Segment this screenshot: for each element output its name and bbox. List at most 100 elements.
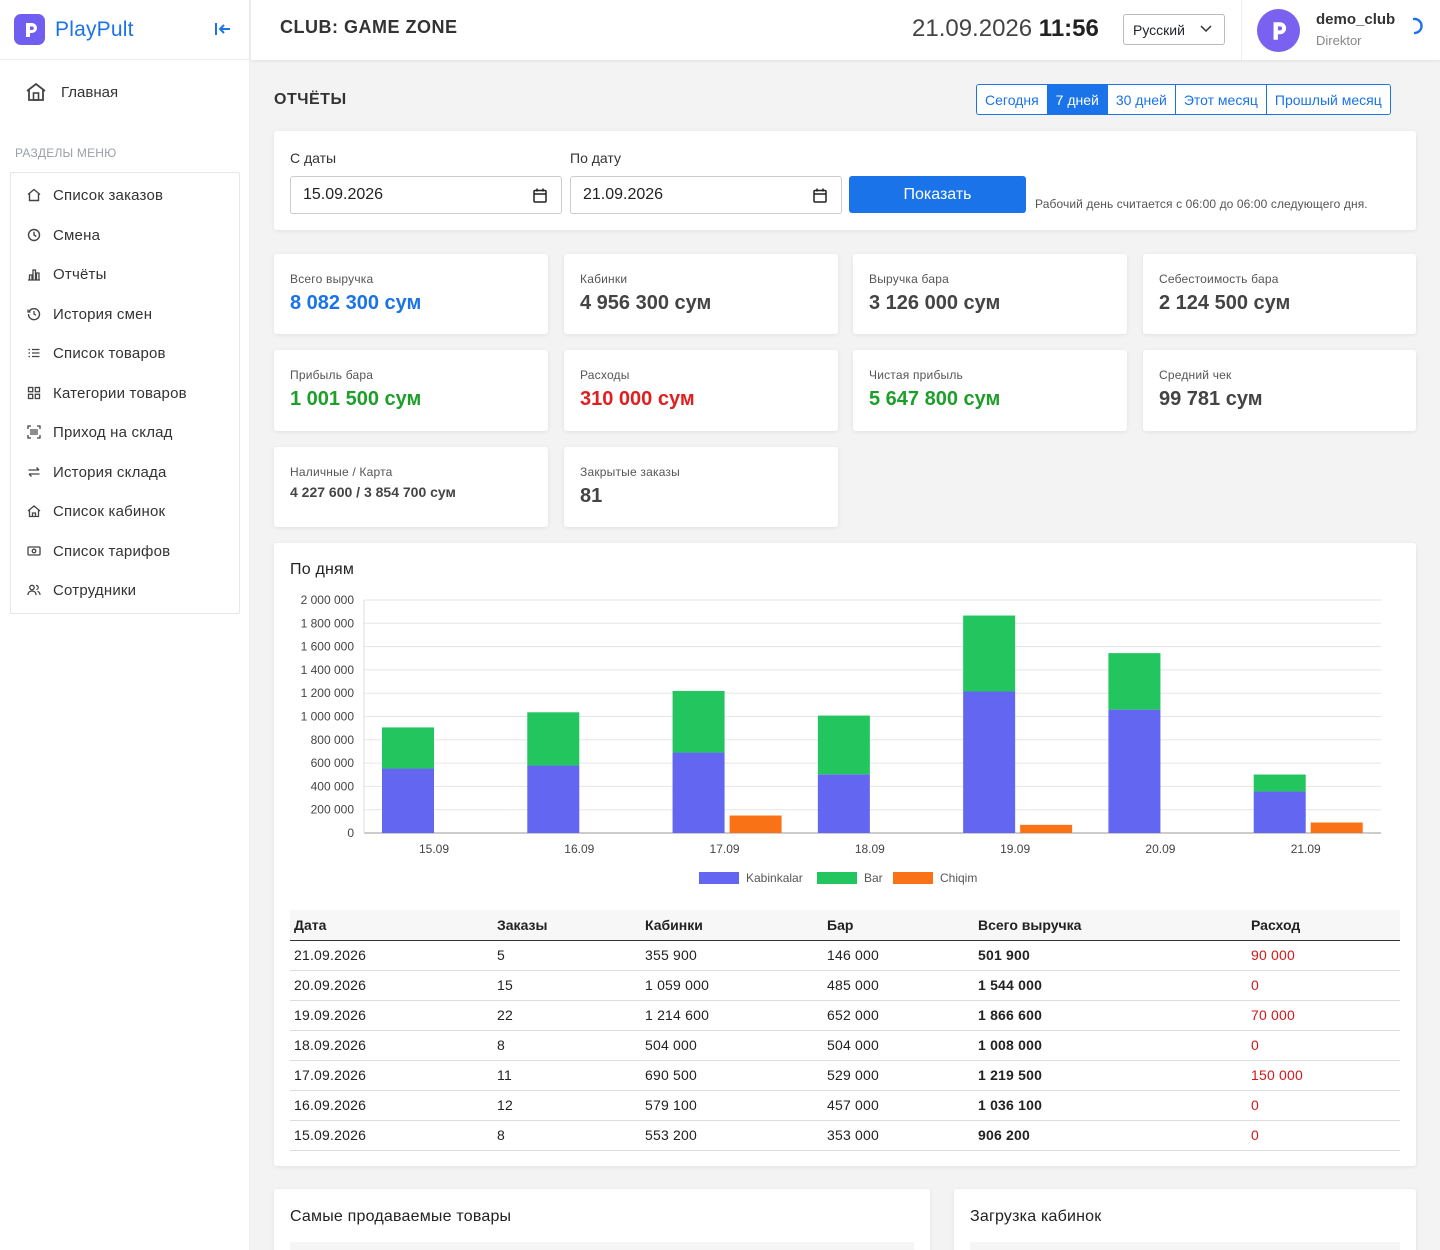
stat-value: 2 124 500 сум <box>1159 292 1291 314</box>
table-cell: 12 <box>493 1090 641 1121</box>
column-header: Дата <box>290 910 493 941</box>
stat-card-closed-orders: Закрытые заказы 81 <box>564 447 838 527</box>
calendar-icon[interactable] <box>813 188 827 203</box>
sidebar-item-label: Отчёты <box>53 265 107 283</box>
sidebar-item-stock-in[interactable]: Приход на склад <box>27 421 173 443</box>
table-cell: 553 200 <box>641 1120 823 1151</box>
x-tick-label: 15.09 <box>419 842 449 856</box>
stat-value: 99 781 сум <box>1159 388 1263 410</box>
sidebar-item-label: Категории товаров <box>53 384 187 402</box>
table-row: 18.09.2026 8 504 000 504 000 1 008 000 0 <box>290 1030 1400 1061</box>
table-header-row: Дата Заказы Кабинки Бар Всего выручка Ра… <box>290 910 1400 941</box>
bar-bar <box>817 715 870 775</box>
table-cell: 652 000 <box>823 1000 974 1031</box>
table-cell: 529 000 <box>823 1060 974 1091</box>
table-cell: 16.09.2026 <box>290 1090 493 1121</box>
collapse-sidebar-icon[interactable] <box>212 18 234 40</box>
table-cell: 146 000 <box>823 940 974 971</box>
sidebar-item-shift-history[interactable]: История смен <box>27 303 152 325</box>
from-date-input[interactable]: 15.09.2026 <box>290 176 562 214</box>
bar-kabinkalar <box>817 774 870 833</box>
to-date-label: По дату <box>570 150 621 166</box>
stat-label: Всего выручка <box>290 272 374 286</box>
legend-label: Kabinkalar <box>746 871 803 885</box>
y-tick-label: 600 000 <box>311 756 355 770</box>
sidebar-item-tariffs[interactable]: Список тарифов <box>27 540 170 562</box>
range-30-days-button[interactable]: 30 дней <box>1106 85 1175 114</box>
table-cell: 0 <box>1247 1030 1400 1061</box>
language-select[interactable]: Русский <box>1123 14 1225 45</box>
bar-kabinkalar <box>672 752 725 833</box>
daily-table: Дата Заказы Кабинки Бар Всего выручка Ра… <box>290 910 1400 1151</box>
range-today-button[interactable]: Сегодня <box>977 85 1047 114</box>
sidebar-item-label: Сотрудники <box>53 581 137 599</box>
bar-kabinkalar <box>527 765 580 833</box>
y-tick-label: 400 000 <box>311 779 355 793</box>
clock-icon <box>27 228 41 242</box>
x-tick-label: 19.09 <box>1000 842 1030 856</box>
bar-bar <box>963 615 1016 692</box>
users-icon <box>27 584 41 596</box>
current-time: 11:56 <box>1038 15 1099 42</box>
table-cell: 150 000 <box>1247 1060 1400 1091</box>
menu-list: Список заказов Смена Отчёты История смен… <box>10 172 240 614</box>
user-role: Direktor <box>1316 33 1362 48</box>
brand[interactable]: PlayPult <box>0 0 249 60</box>
sidebar-item-stock-history[interactable]: История склада <box>27 461 167 483</box>
x-tick-label: 18.09 <box>855 842 885 856</box>
sidebar-item-products[interactable]: Список товаров <box>27 342 166 364</box>
table-cell: 70 000 <box>1247 1000 1400 1031</box>
to-date-value: 21.09.2026 <box>583 186 664 203</box>
sidebar-item-reports[interactable]: Отчёты <box>27 263 107 285</box>
user-name: demo_club <box>1316 11 1396 28</box>
range-7-days-button[interactable]: 7 дней <box>1046 85 1107 114</box>
bar-bar <box>1253 774 1306 792</box>
column-header: Бар <box>823 910 974 941</box>
range-this-month-button[interactable]: Этот месяц <box>1174 85 1266 114</box>
top-header: CLUB: GAME ZONE 21.09.2026 11:56 Русский… <box>251 0 1440 60</box>
stat-card-cash-card: Наличные / Карта 4 227 600 / 3 854 700 с… <box>274 447 548 527</box>
page-title: ОТЧЁТЫ <box>274 91 347 108</box>
table-cell: 22 <box>493 1000 641 1031</box>
table-row: 17.09.2026 11 690 500 529 000 1 219 500 150 0… <box>290 1060 1400 1091</box>
sidebar-item-shift[interactable]: Смена <box>27 224 100 246</box>
bar-bar <box>672 690 725 753</box>
table-row: 21.09.2026 5 355 900 146 000 501 900 90 000 <box>290 940 1400 971</box>
sidebar-item-orders[interactable]: Список заказов <box>27 184 163 206</box>
sidebar-item-cabins[interactable]: Список кабинок <box>27 500 165 522</box>
club-title: CLUB: GAME ZONE <box>280 17 458 37</box>
avatar[interactable] <box>1257 9 1300 52</box>
sidebar-item-categories[interactable]: Категории товаров <box>27 382 187 404</box>
y-tick-label: 800 000 <box>311 733 355 747</box>
chevron-down-icon <box>1200 25 1212 33</box>
stat-label: Чистая прибыль <box>869 368 963 382</box>
to-date-input[interactable]: 21.09.2026 <box>570 176 842 214</box>
range-last-month-button[interactable]: Прошлый месяц <box>1265 85 1390 114</box>
show-button[interactable]: Показать <box>849 176 1026 213</box>
x-tick-label: 16.09 <box>564 842 594 856</box>
bar-kabinkalar <box>963 691 1016 833</box>
sidebar-item-label: Список кабинок <box>53 502 166 520</box>
calendar-icon[interactable] <box>533 188 547 203</box>
table-cell: 15.09.2026 <box>290 1120 493 1151</box>
legend-swatch <box>817 872 857 884</box>
table-cell: 1 214 600 <box>641 1000 823 1031</box>
barcode-icon <box>27 425 41 439</box>
stat-label: Наличные / Карта <box>290 465 393 479</box>
stat-value: 1 001 500 сум <box>290 388 422 410</box>
bar-chiqim <box>1020 824 1073 833</box>
cabin-load-title: Загрузка кабинок <box>970 1208 1102 1225</box>
sidebar-item-label: Список заказов <box>53 186 164 204</box>
list-icon <box>28 348 40 358</box>
stat-value: 8 082 300 сум <box>290 292 422 314</box>
stat-label: Закрытые заказы <box>580 465 680 479</box>
table-cell: 11 <box>493 1060 641 1091</box>
stat-value: 5 647 800 сум <box>869 388 1001 410</box>
sidebar-item-home[interactable]: Главная <box>25 82 118 102</box>
y-tick-label: 1 600 000 <box>301 640 355 654</box>
top-products-card: Самые продаваемые товары <box>274 1189 930 1250</box>
sidebar-item-staff[interactable]: Сотрудники <box>27 579 136 601</box>
table-cell: 504 000 <box>641 1030 823 1061</box>
legend-label: Chiqim <box>940 871 977 885</box>
y-tick-label: 1 200 000 <box>301 686 355 700</box>
